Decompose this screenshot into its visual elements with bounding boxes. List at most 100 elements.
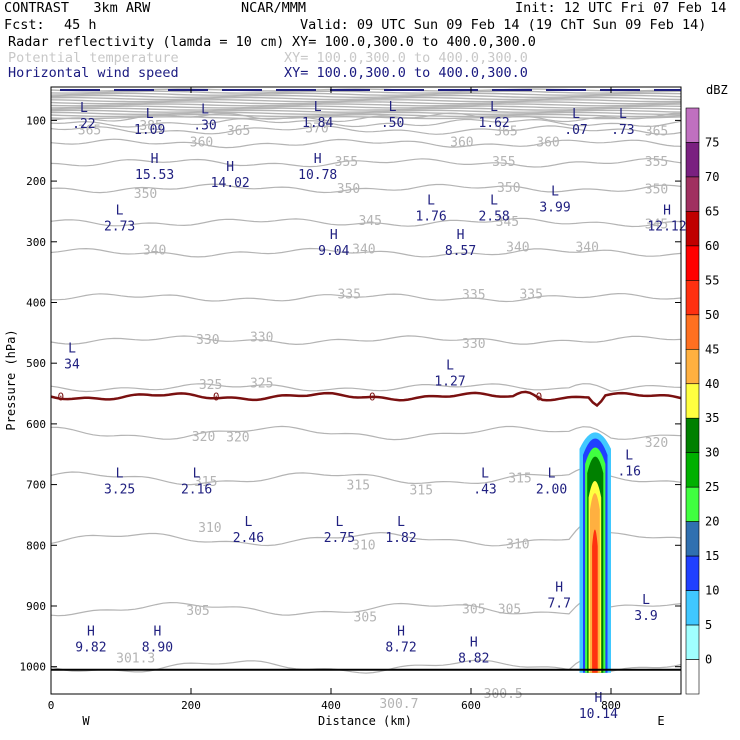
wind-extremum-value: 34 bbox=[64, 357, 80, 372]
theta-label: 330 bbox=[196, 333, 219, 348]
colorbar-level: 20 bbox=[705, 515, 719, 529]
theta-label: 305 bbox=[498, 602, 521, 617]
theta-label: 360 bbox=[536, 136, 559, 151]
wind-extremum-type: H bbox=[226, 160, 234, 175]
theta-label: 355 bbox=[645, 155, 668, 170]
theta-contour-upper bbox=[50, 109, 682, 113]
theta-contour-upper bbox=[50, 101, 682, 105]
theta-label: 305 bbox=[354, 610, 377, 625]
theta-label: 355 bbox=[335, 155, 358, 170]
colorbar-level: 30 bbox=[705, 446, 719, 460]
theta-label: 365 bbox=[227, 124, 250, 139]
reflectivity-plume bbox=[579, 432, 611, 673]
wind-extremum-type: H bbox=[663, 204, 671, 219]
theta-label: 340 bbox=[506, 241, 529, 256]
theta-label: 330 bbox=[462, 337, 485, 352]
wind-extremum-value: 1.09 bbox=[134, 123, 165, 138]
colorbar-swatch bbox=[685, 624, 700, 660]
colorbar-swatch bbox=[685, 245, 700, 281]
field-xy-theta: XY= 100.0,300.0 to 400.0,300.0 bbox=[284, 50, 528, 66]
freezing-level-path bbox=[50, 390, 682, 408]
wind-extremum-value: 1.82 bbox=[385, 531, 416, 546]
wind-extremum-type: L bbox=[314, 100, 322, 115]
colorbar-swatch bbox=[685, 383, 700, 419]
theta-label: 360 bbox=[190, 136, 213, 151]
wind-extremum-value: .73 bbox=[611, 123, 634, 138]
wind-extremum-type: L bbox=[397, 515, 405, 530]
wind-extremum-type: L bbox=[244, 515, 252, 530]
x-tick-label: 200 bbox=[181, 699, 201, 712]
colorbar-level: 55 bbox=[705, 273, 719, 287]
wind-extremum-type: H bbox=[555, 581, 563, 596]
y-tick-label: 400 bbox=[26, 296, 46, 309]
colorbar-swatch bbox=[685, 521, 700, 557]
theta-contour-355 bbox=[50, 158, 682, 168]
freezing-level-label: 0 bbox=[536, 391, 543, 404]
wind-extremum-type: H bbox=[151, 152, 159, 167]
colorbar-level: 0 bbox=[705, 653, 712, 667]
wind-extremum-type: L bbox=[68, 341, 76, 356]
theta-contour-upper bbox=[50, 103, 682, 107]
theta-label: 315 bbox=[508, 471, 531, 486]
theta-label: 345 bbox=[496, 215, 519, 230]
wind-extremum-type: L bbox=[116, 204, 124, 219]
theta-label: 320 bbox=[226, 431, 249, 446]
y-tick-label: 1000 bbox=[20, 661, 47, 674]
wind-extremum-value: 8.90 bbox=[142, 640, 173, 655]
wind-extremum-type: L bbox=[116, 467, 124, 482]
x-tick-label: 400 bbox=[321, 699, 341, 712]
theta-label: 350 bbox=[134, 187, 157, 202]
colorbar-level: 35 bbox=[705, 411, 719, 425]
theta-contour-upper bbox=[50, 105, 682, 109]
wind-extremum-type: L bbox=[193, 467, 201, 482]
wind-extremum-type: L bbox=[572, 107, 580, 122]
west-label: W bbox=[82, 714, 90, 728]
colorbar-swatch bbox=[685, 452, 700, 488]
theta-label: 360 bbox=[450, 136, 473, 151]
freezing-level-label: 0 bbox=[57, 391, 64, 404]
theta-contour-305 bbox=[50, 596, 682, 617]
theta-label: 365 bbox=[78, 123, 101, 138]
wind-extremum-type: L bbox=[551, 184, 559, 199]
colorbar-level: 70 bbox=[705, 170, 719, 184]
wind-extremum-value: 1.62 bbox=[478, 116, 509, 131]
y-tick-label: 100 bbox=[26, 114, 46, 127]
colorbar-swatch bbox=[685, 590, 700, 626]
wind-extremum-type: L bbox=[80, 101, 88, 116]
y-tick-label: 800 bbox=[26, 539, 46, 552]
wind-extremum-value: 7.7 bbox=[547, 597, 570, 612]
theta-contour-335 bbox=[50, 292, 682, 303]
colorbar-level: 50 bbox=[705, 308, 719, 322]
theta-contour-315 bbox=[50, 466, 682, 486]
colorbar-swatch bbox=[685, 486, 700, 522]
colorbar-level: 65 bbox=[705, 204, 719, 218]
theta-label: 300.7 bbox=[379, 697, 418, 712]
theta-label: 340 bbox=[352, 242, 375, 257]
colorbar-swatch bbox=[685, 417, 700, 454]
theta-label: 365 bbox=[494, 125, 517, 140]
theta-label: 315 bbox=[194, 475, 217, 490]
colorbar-swatch bbox=[685, 211, 700, 247]
theta-label: 310 bbox=[352, 539, 375, 554]
wind-extremum-type: L bbox=[490, 100, 498, 115]
colorbar-level: 40 bbox=[705, 377, 719, 391]
theta-contour-310 bbox=[50, 519, 682, 547]
theta-label: 335 bbox=[337, 287, 360, 302]
valid-time: Valid: 09 UTC Sun 09 Feb 14 (19 ChT Sun … bbox=[300, 17, 707, 33]
theta-label: 310 bbox=[198, 521, 221, 536]
x-axis-title: Distance (km) bbox=[318, 714, 412, 728]
theta-contours bbox=[50, 88, 682, 674]
wind-extremum-value: .43 bbox=[473, 483, 496, 498]
freezing-level-label: 0 bbox=[213, 391, 220, 404]
theta-label: 350 bbox=[645, 182, 668, 197]
theta-label: 301.3 bbox=[116, 652, 155, 667]
theta-label: 325 bbox=[199, 378, 222, 393]
wind-extremum-value: 3.9 bbox=[634, 609, 657, 624]
wind-extremum-type: H bbox=[594, 691, 602, 706]
wind-extremum-type: L bbox=[625, 448, 633, 463]
wind-extremum-value: 2.73 bbox=[104, 220, 135, 235]
wind-extremum-value: 2.58 bbox=[478, 209, 509, 224]
y-tick-label: 500 bbox=[26, 357, 46, 370]
colorbar-swatch bbox=[685, 107, 700, 143]
theta-label: 315 bbox=[347, 479, 370, 494]
